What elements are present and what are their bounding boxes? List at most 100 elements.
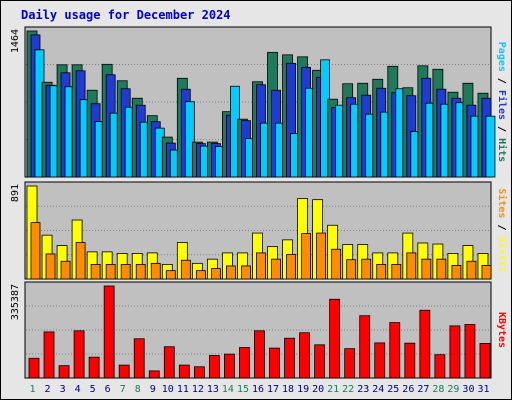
bar-kbytes-day-2 <box>43 331 55 379</box>
x-tick-label-16: 16 <box>252 384 264 395</box>
bar-kbytes-day-31 <box>479 343 491 379</box>
bar-sites-day-3 <box>60 260 71 280</box>
series-label-part: Visits <box>496 237 508 273</box>
bar-sites-day-17 <box>271 258 281 280</box>
x-tick-label-5: 5 <box>90 384 96 395</box>
x-tick-label-15: 15 <box>237 384 249 395</box>
x-tick-label-9: 9 <box>150 384 156 395</box>
bar-kbytes-day-27 <box>419 309 431 379</box>
x-tick-label-30: 30 <box>462 384 474 395</box>
x-tick-label-7: 7 <box>120 384 126 395</box>
bar-kbytes-day-11 <box>178 364 190 379</box>
bar-kbytes-day-6 <box>103 285 115 379</box>
bar-sites-day-11 <box>180 259 191 280</box>
bar-sites-day-4 <box>75 242 86 280</box>
x-tick-label-14: 14 <box>222 384 234 395</box>
bar-sites-day-12 <box>195 270 206 280</box>
bar-kbytes-day-13 <box>208 355 220 379</box>
bar-sites-day-10 <box>165 270 176 280</box>
x-tick-label-19: 19 <box>297 384 309 395</box>
bar-kbytes-day-9 <box>148 370 160 379</box>
chart-title: Daily usage for December 2024 <box>21 8 231 22</box>
x-tick-label-22: 22 <box>342 384 354 395</box>
x-tick-label-20: 20 <box>312 384 324 395</box>
panel-2-series-label: Sites / Visits <box>496 188 508 272</box>
bar-kbytes-day-12 <box>193 366 205 379</box>
x-tick-label-26: 26 <box>402 384 414 395</box>
bar-kbytes-day-1 <box>28 357 40 379</box>
x-tick-label-25: 25 <box>387 384 399 395</box>
x-tick-label-27: 27 <box>417 384 429 395</box>
bar-kbytes-day-10 <box>163 346 175 379</box>
series-label-part: Sites <box>496 188 508 218</box>
x-tick-label-31: 31 <box>477 384 489 395</box>
bar-sites-day-13 <box>210 268 221 280</box>
panel-1-series-label: Pages / Files / Hits <box>496 42 508 162</box>
bar-kbytes-day-5 <box>88 356 100 379</box>
bar-kbytes-day-17 <box>269 347 280 379</box>
x-tick-label-11: 11 <box>177 384 189 395</box>
bar-sites-day-15 <box>241 265 251 280</box>
bar-kbytes-day-26 <box>404 342 416 379</box>
x-tick-label-21: 21 <box>327 384 339 395</box>
bar-pages-day-11 <box>184 101 195 178</box>
series-label-part: / <box>496 72 507 90</box>
bar-kbytes-day-21 <box>329 298 341 379</box>
bar-sites-day-28 <box>436 258 447 280</box>
x-tick-label-29: 29 <box>447 384 459 395</box>
bar-sites-day-6 <box>105 263 116 280</box>
series-label-part: KBytes <box>496 312 507 348</box>
bar-sites-day-27 <box>421 258 432 280</box>
bar-sites-day-21 <box>331 248 342 280</box>
bar-sites-day-14 <box>226 265 236 280</box>
x-tick-label-1: 1 <box>30 384 36 395</box>
panel-3-scale-label: 335387 <box>10 284 21 320</box>
bar-kbytes-day-14 <box>224 353 235 379</box>
bar-kbytes-day-19 <box>299 332 310 379</box>
bar-kbytes-day-24 <box>374 342 386 379</box>
x-tick-label-4: 4 <box>75 384 81 395</box>
x-tick-label-18: 18 <box>282 384 294 395</box>
x-tick-label-10: 10 <box>162 384 174 395</box>
bar-sites-day-2 <box>45 253 56 280</box>
x-tick-label-23: 23 <box>357 384 369 395</box>
series-label-part: Files <box>496 90 508 120</box>
series-label-part: / <box>496 120 507 138</box>
bar-kbytes-day-23 <box>359 315 371 379</box>
panel-3-series-label: KBytes <box>496 312 507 348</box>
bar-sites-day-7 <box>120 263 131 280</box>
panel-2-scale-label: 891 <box>10 184 21 202</box>
x-tick-label-3: 3 <box>60 384 66 395</box>
x-tick-label-2: 2 <box>45 384 51 395</box>
bar-sites-day-25 <box>391 263 402 280</box>
x-tick-label-8: 8 <box>135 384 141 395</box>
bar-kbytes-day-7 <box>118 364 130 379</box>
bar-sites-day-16 <box>256 252 266 280</box>
bar-kbytes-day-28 <box>434 354 446 379</box>
bar-kbytes-day-16 <box>254 330 265 379</box>
bar-sites-day-26 <box>406 252 417 280</box>
x-tick-label-17: 17 <box>267 384 279 395</box>
bar-sites-day-18 <box>286 254 296 280</box>
bar-sites-day-23 <box>361 258 372 280</box>
bar-kbytes-day-18 <box>284 337 295 379</box>
series-label-part: Pages <box>496 42 507 72</box>
x-tick-label-24: 24 <box>372 384 384 395</box>
x-tick-label-6: 6 <box>105 384 111 395</box>
bar-kbytes-day-15 <box>239 347 250 379</box>
bar-sites-day-29 <box>451 265 462 280</box>
bar-kbytes-day-20 <box>314 344 326 379</box>
bar-kbytes-day-25 <box>389 322 401 379</box>
bar-sites-day-9 <box>150 262 161 280</box>
bar-sites-day-31 <box>481 265 492 280</box>
x-tick-label-13: 13 <box>207 384 219 395</box>
bar-sites-day-24 <box>376 263 387 280</box>
bar-sites-day-22 <box>346 259 357 280</box>
bar-kbytes-day-4 <box>73 330 85 379</box>
bar-kbytes-day-22 <box>344 348 356 379</box>
x-tick-label-12: 12 <box>192 384 204 395</box>
bar-sites-day-19 <box>301 233 311 280</box>
bar-sites-day-5 <box>90 263 101 280</box>
